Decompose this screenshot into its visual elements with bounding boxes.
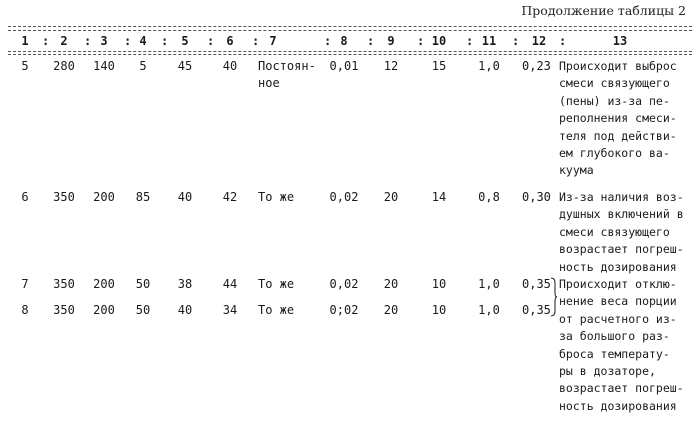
row-7-cell-3: 200 (82, 276, 126, 293)
header-rule-bottom-2 (8, 54, 692, 55)
header-separator: : (466, 33, 473, 50)
row-5-note: Происходит выброс смеси связующего (пены… (559, 58, 697, 180)
header-separator: : (161, 33, 168, 50)
row-7-cell-4: 50 (121, 276, 165, 293)
row-6-cell-10: 14 (417, 189, 461, 206)
row-7-cell-8: 0,02 (322, 276, 366, 293)
row-5-cell-4: 5 (121, 58, 165, 75)
header-separator: : (559, 33, 566, 50)
row-5-cell-7: Постоян- ное (258, 58, 316, 92)
header-cell-1: 1 (5, 33, 45, 50)
row-6-cell-12: 0,30 (522, 189, 551, 206)
header-cell-6: 6 (210, 33, 250, 50)
row-5-cell-11: 1,0 (467, 58, 511, 75)
top-rule (8, 26, 692, 27)
row-7-cell-11: 1,0 (467, 276, 511, 293)
header-separator: : (84, 33, 91, 50)
row-5-cell-10: 15 (417, 58, 461, 75)
row-8-cell-11: 1,0 (467, 302, 511, 319)
row-7-cell-5: 38 (163, 276, 207, 293)
header-separator: : (367, 33, 374, 50)
row-5-cell-5: 45 (163, 58, 207, 75)
header-rule-top (8, 30, 692, 31)
row-5-cell-12: 0,23 (522, 58, 551, 75)
row-6-cell-7: То же (258, 189, 294, 206)
header-cell-10: 10 (419, 33, 459, 50)
row-6-cell-9: 20 (369, 189, 413, 206)
row-8-cell-2: 350 (42, 302, 86, 319)
header-cell-13: 13 (600, 33, 640, 50)
row-8-cell-12: 0,35 (522, 302, 551, 319)
row-6-cell-2: 350 (42, 189, 86, 206)
row-6-cell-1: 6 (3, 189, 47, 206)
header-separator: : (124, 33, 131, 50)
row-8-cell-4: 50 (121, 302, 165, 319)
header-separator: : (252, 33, 259, 50)
row-7-note: Происходит отклю- нение веса порции от р… (559, 276, 697, 415)
row-6-cell-3: 200 (82, 189, 126, 206)
row-7-cell-2: 350 (42, 276, 86, 293)
row-8-cell-5: 40 (163, 302, 207, 319)
row-6-cell-5: 40 (163, 189, 207, 206)
row-5-cell-1: 5 (3, 58, 47, 75)
row-8-cell-9: 20 (369, 302, 413, 319)
row-8-cell-1: 8 (3, 302, 47, 319)
row-8-cell-7: То же (258, 302, 294, 319)
row-7-cell-9: 20 (369, 276, 413, 293)
header-cell-5: 5 (165, 33, 205, 50)
brace-bracket (551, 277, 557, 317)
row-8-cell-3: 200 (82, 302, 126, 319)
row-8-cell-8: 0;02 (322, 302, 366, 319)
row-7-cell-6: 44 (208, 276, 252, 293)
row-6-cell-4: 85 (121, 189, 165, 206)
header-separator: : (512, 33, 519, 50)
row-5-cell-8: 0,01 (322, 58, 366, 75)
row-5-cell-9: 12 (369, 58, 413, 75)
header-cell-9: 9 (371, 33, 411, 50)
header-separator: : (207, 33, 214, 50)
header-cell-2: 2 (44, 33, 84, 50)
row-7-cell-12: 0,35 (522, 276, 551, 293)
header-separator: : (324, 33, 331, 50)
row-8-cell-10: 10 (417, 302, 461, 319)
header-separator: : (42, 33, 49, 50)
header-cell-11: 11 (469, 33, 509, 50)
row-5-cell-6: 40 (208, 58, 252, 75)
row-5-cell-2: 280 (42, 58, 86, 75)
row-5-cell-3: 140 (82, 58, 126, 75)
row-7-cell-1: 7 (3, 276, 47, 293)
header-cell-12: 12 (519, 33, 559, 50)
header-rule-bottom (8, 51, 692, 52)
row-8-cell-6: 34 (208, 302, 252, 319)
row-6-cell-11: 0,8 (467, 189, 511, 206)
row-6-note: Из-за наличия воз- душных включений в см… (559, 189, 697, 276)
header-separator: : (417, 33, 424, 50)
row-6-cell-8: 0,02 (322, 189, 366, 206)
row-7-cell-10: 10 (417, 276, 461, 293)
table-caption: Продолжение таблицы 2 (521, 3, 686, 18)
row-7-cell-7: То же (258, 276, 294, 293)
row-6-cell-6: 42 (208, 189, 252, 206)
